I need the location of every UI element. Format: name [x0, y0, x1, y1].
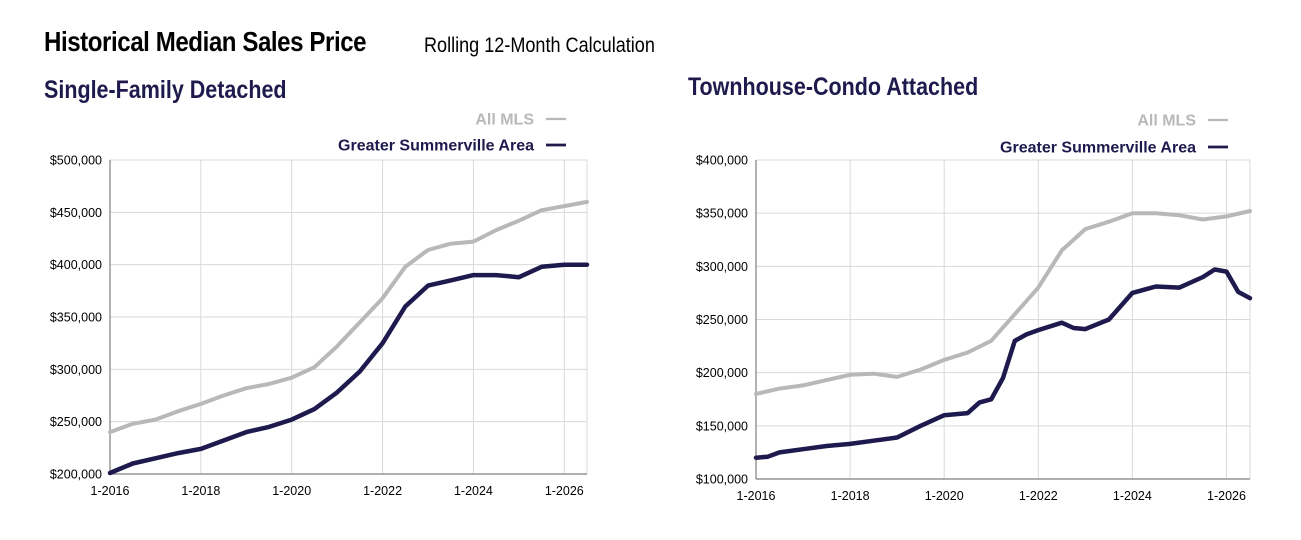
x-tick-label: 1-2018	[181, 484, 220, 498]
y-tick-label: $300,000	[696, 260, 748, 274]
x-tick-label: 1-2016	[91, 484, 130, 498]
x-tick-label: 1-2020	[925, 489, 964, 503]
series-line-all-mls-single-family	[108, 199, 589, 435]
single-family-chart: $200,000 $250,000 $300,000 $350,000 $400,000…	[50, 112, 590, 498]
y-tick-label: $200,000	[50, 468, 102, 482]
series-line-all-mls-townhouse-condo	[754, 209, 1252, 396]
x-tick-label: 1-2022	[1019, 489, 1058, 503]
y-tick-label: $300,000	[50, 363, 102, 377]
chart-title-townhouse-condo: Townhouse-Condo Attached	[688, 73, 979, 101]
report-header: Historical Median Sales Price Rolling 12…	[44, 26, 655, 58]
y-tick-label: $500,000	[50, 154, 102, 168]
x-tick-label: 1-2024	[1113, 489, 1152, 503]
series-line-area-townhouse-condo	[753, 267, 1253, 460]
legend-label-area: Greater Summerville Area	[1000, 140, 1196, 157]
y-tick-label: $400,000	[50, 258, 102, 272]
x-tick-label: 1-2020	[272, 484, 311, 498]
x-tick-label: 1-2022	[363, 484, 402, 498]
report-subtitle: Rolling 12-Month Calculation	[424, 34, 655, 57]
legend-label-all-mls: All MLS	[1137, 113, 1196, 130]
y-tick-label: $350,000	[696, 207, 748, 221]
x-tick-label: 1-2024	[454, 484, 493, 498]
y-tick-label: $250,000	[696, 313, 748, 327]
y-tick-label: $450,000	[50, 206, 102, 220]
x-tick-label: 1-2026	[1207, 489, 1246, 503]
x-tick-label: 1-2026	[545, 484, 584, 498]
x-tick-label: 1-2016	[737, 489, 776, 503]
y-tick-label: $250,000	[50, 415, 102, 429]
legend-label-all-mls: All MLS	[475, 112, 534, 129]
y-tick-label: $100,000	[696, 473, 748, 487]
x-tick-label: 1-2018	[831, 489, 870, 503]
y-tick-label: $400,000	[696, 154, 748, 168]
report-title: Historical Median Sales Price	[44, 26, 367, 57]
y-tick-label: $350,000	[50, 311, 102, 325]
legend-label-area: Greater Summerville Area	[338, 138, 534, 155]
chart-title-single-family: Single-Family Detached	[44, 76, 287, 104]
y-tick-label: $150,000	[696, 419, 748, 433]
y-tick-label: $200,000	[696, 366, 748, 380]
series-line-area-single-family	[107, 262, 590, 476]
